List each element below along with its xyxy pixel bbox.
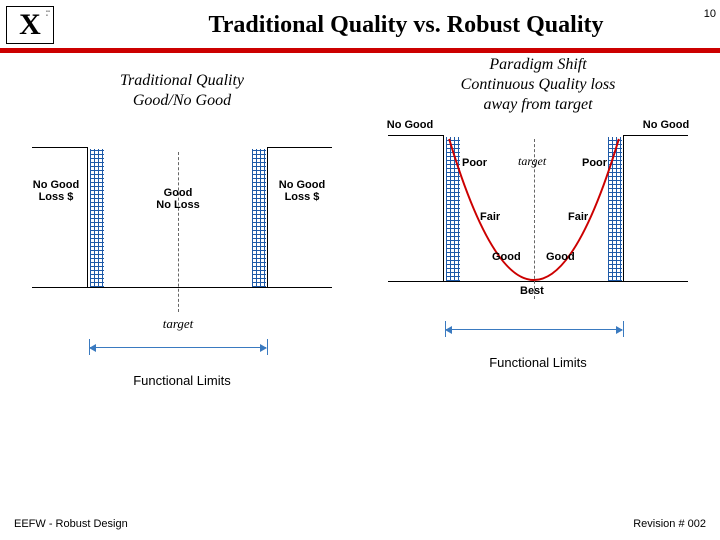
left-hatch-r [252, 149, 266, 287]
footer-right: Revision # 002 [633, 518, 706, 530]
left-nogood-r: No GoodLoss $ [272, 179, 332, 203]
left-tick-l [89, 339, 90, 355]
left-title-l2: Good/No Good [133, 92, 231, 109]
left-baseline [32, 287, 332, 288]
logo-dots: ▪▪▪ [46, 10, 50, 18]
right-target-label: target [518, 155, 546, 168]
right-good-r: Good [546, 251, 575, 263]
left-func-limits: Functional Limits [32, 373, 332, 388]
right-panel: Paradigm Shift Continuous Quality loss a… [380, 71, 696, 387]
right-diagram: No Good No Good Poor Poor target Fair Fa… [388, 121, 688, 381]
right-top-r [624, 135, 688, 136]
logo-letter: X [19, 8, 41, 42]
right-fair-r: Fair [568, 211, 588, 223]
left-top-r [268, 147, 332, 148]
right-title-l2: Continuous Quality loss [461, 76, 616, 93]
logo: X ▪▪▪ [6, 6, 54, 44]
header: X ▪▪▪ Traditional Quality vs. Robust Qua… [0, 0, 720, 44]
right-good-l: Good [492, 251, 521, 263]
right-best: Best [520, 285, 544, 297]
left-step-wall-l [87, 147, 89, 287]
page-number: 10 [704, 8, 716, 20]
left-panel: Traditional Quality Good/No Good No Good… [24, 71, 340, 387]
left-title-l1: Traditional Quality [120, 72, 244, 89]
left-title: Traditional Quality Good/No Good [24, 71, 340, 111]
right-tick-l [445, 321, 446, 337]
right-limits-arrow [446, 329, 622, 330]
left-nogood-l: No GoodLoss $ [26, 179, 86, 203]
right-poor-l: Poor [462, 157, 487, 169]
left-target-line [178, 152, 179, 312]
left-tick-r [267, 339, 268, 355]
right-tick-r [623, 321, 624, 337]
right-title-l3: away from target [483, 96, 592, 113]
right-nogood-r: No Good [636, 119, 696, 131]
left-step-wall-r [267, 147, 269, 287]
left-good-noloss: GoodNo Loss [140, 187, 216, 211]
right-top-l [388, 135, 444, 136]
right-poor-r: Poor [582, 157, 607, 169]
right-func-limits: Functional Limits [388, 355, 688, 370]
content: Traditional Quality Good/No Good No Good… [0, 53, 720, 387]
right-title-l1: Paradigm Shift [489, 56, 586, 73]
left-top-l [32, 147, 88, 148]
right-fair-l: Fair [480, 211, 500, 223]
right-nogood-l: No Good [380, 119, 440, 131]
left-limits-arrow [90, 347, 266, 348]
right-title: Paradigm Shift Continuous Quality loss a… [380, 55, 696, 115]
left-target-label: target [148, 317, 208, 331]
slide-title: Traditional Quality vs. Robust Quality [62, 12, 720, 39]
left-diagram: No GoodLoss $ GoodNo Loss No GoodLoss $ … [32, 117, 332, 387]
left-hatch-l [90, 149, 104, 287]
footer-left: EEFW - Robust Design [14, 518, 128, 530]
